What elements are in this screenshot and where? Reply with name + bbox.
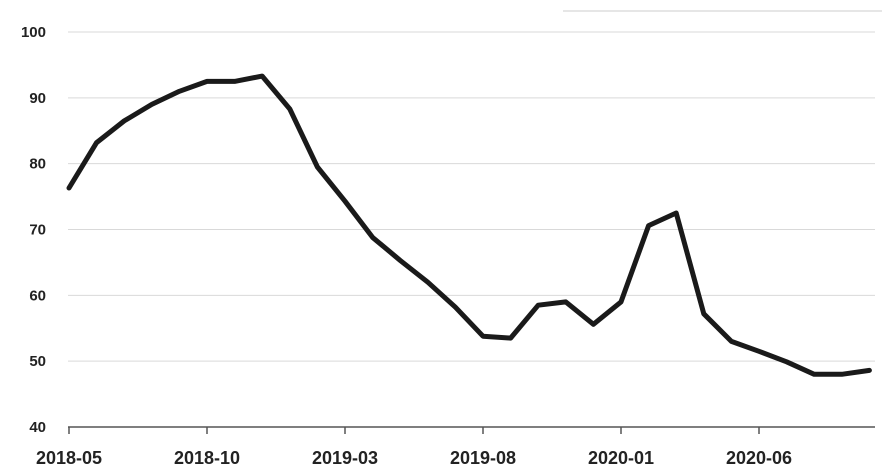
y-tick-label: 40 — [29, 419, 46, 436]
y-tick-label: 70 — [29, 222, 46, 239]
y-tick-label: 60 — [29, 287, 46, 304]
series-line — [66, 73, 872, 377]
x-tick-label: 2018-05 — [36, 448, 102, 468]
y-tick-label: 50 — [29, 353, 46, 370]
x-axis: 2018-05 2018-10 2019-03 2019-08 2020-01 2020-… — [36, 427, 792, 468]
x-tick-label: 2019-03 — [312, 448, 378, 468]
x-tick-label: 2018-10 — [174, 448, 240, 468]
x-tick-label: 2020-06 — [726, 448, 792, 468]
gridlines — [68, 31, 875, 362]
x-tick-label: 2019-08 — [450, 448, 516, 468]
y-axis: 40 50 60 70 80 90 100 — [21, 24, 46, 436]
y-tick-label: 90 — [29, 90, 46, 107]
y-tick-label: 100 — [21, 24, 46, 41]
y-tick-label: 80 — [29, 156, 46, 173]
x-tick-label: 2020-01 — [588, 448, 654, 468]
